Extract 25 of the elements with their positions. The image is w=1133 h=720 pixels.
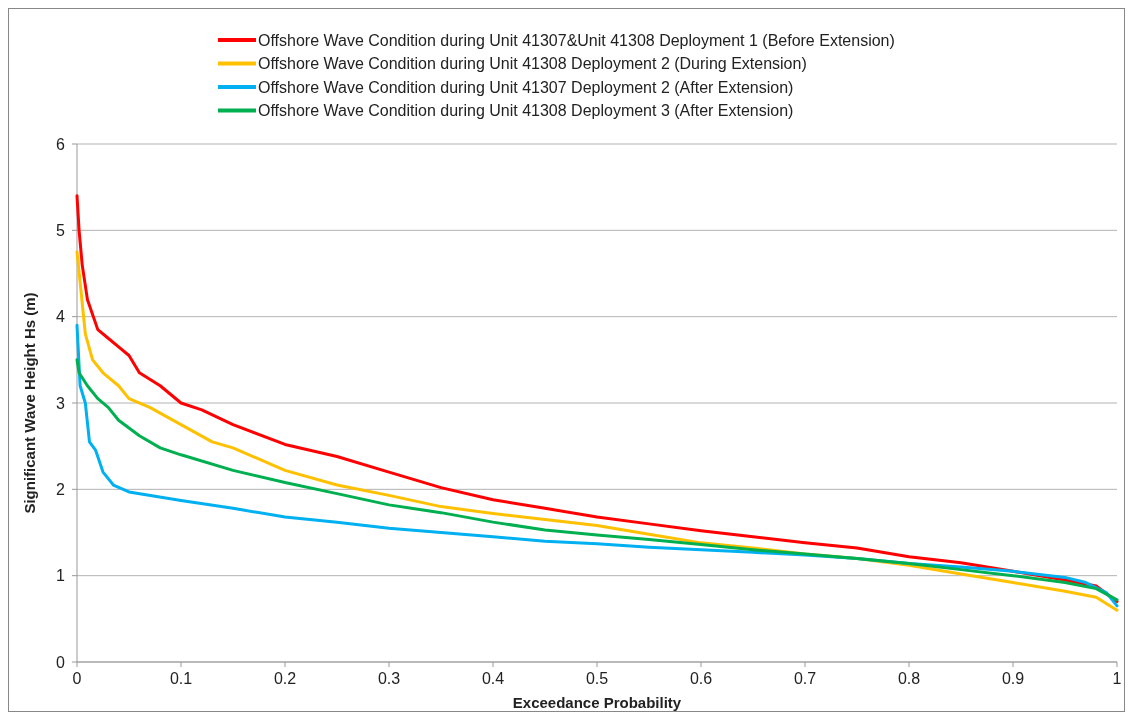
y-axis-title: Significant Wave Height Hs (m) [21, 292, 38, 514]
x-tick-label: 0.1 [169, 670, 193, 687]
x-tick-label: 0.8 [897, 670, 921, 687]
legend-label: Offshore Wave Condition during Unit 41308 Deployment 2 (During Extension) [258, 55, 807, 73]
x-tick-label: 0.3 [377, 670, 401, 687]
x-tick-label: 0.6 [689, 670, 713, 687]
y-tick-label: 6 [56, 135, 66, 153]
line-series [75, 194, 1119, 604]
legend-label: Offshore Wave Condition during Unit 41308 Deployment 3 (After Extension) [258, 102, 794, 120]
legend-label: Offshore Wave Condition during Unit 41307 Deployment 2 (After Extension) [258, 78, 794, 96]
y-tick-label: 0 [56, 653, 66, 671]
x-axis-title: Exceedance Probability [512, 694, 682, 711]
y-tick-label: 2 [56, 480, 66, 498]
x-tick-label: 0 [72, 670, 82, 687]
x-tick-label: 1 [1112, 670, 1122, 687]
x-tick-label: 0.9 [1001, 670, 1025, 687]
x-tick-label: 0.4 [481, 670, 505, 687]
x-tick-label: 0.7 [793, 670, 817, 687]
y-tick-label: 1 [56, 567, 66, 585]
y-tick-label: 5 [56, 221, 66, 239]
legend-label: Offshore Wave Condition during Unit 41307&Unit 41308 Deployment 1 (Before Extension) [258, 31, 895, 49]
y-tick-label: 3 [56, 394, 66, 412]
x-tick-label: 0.5 [585, 670, 609, 687]
x-tick-label: 0.2 [273, 670, 297, 687]
y-tick-label: 4 [56, 308, 66, 326]
